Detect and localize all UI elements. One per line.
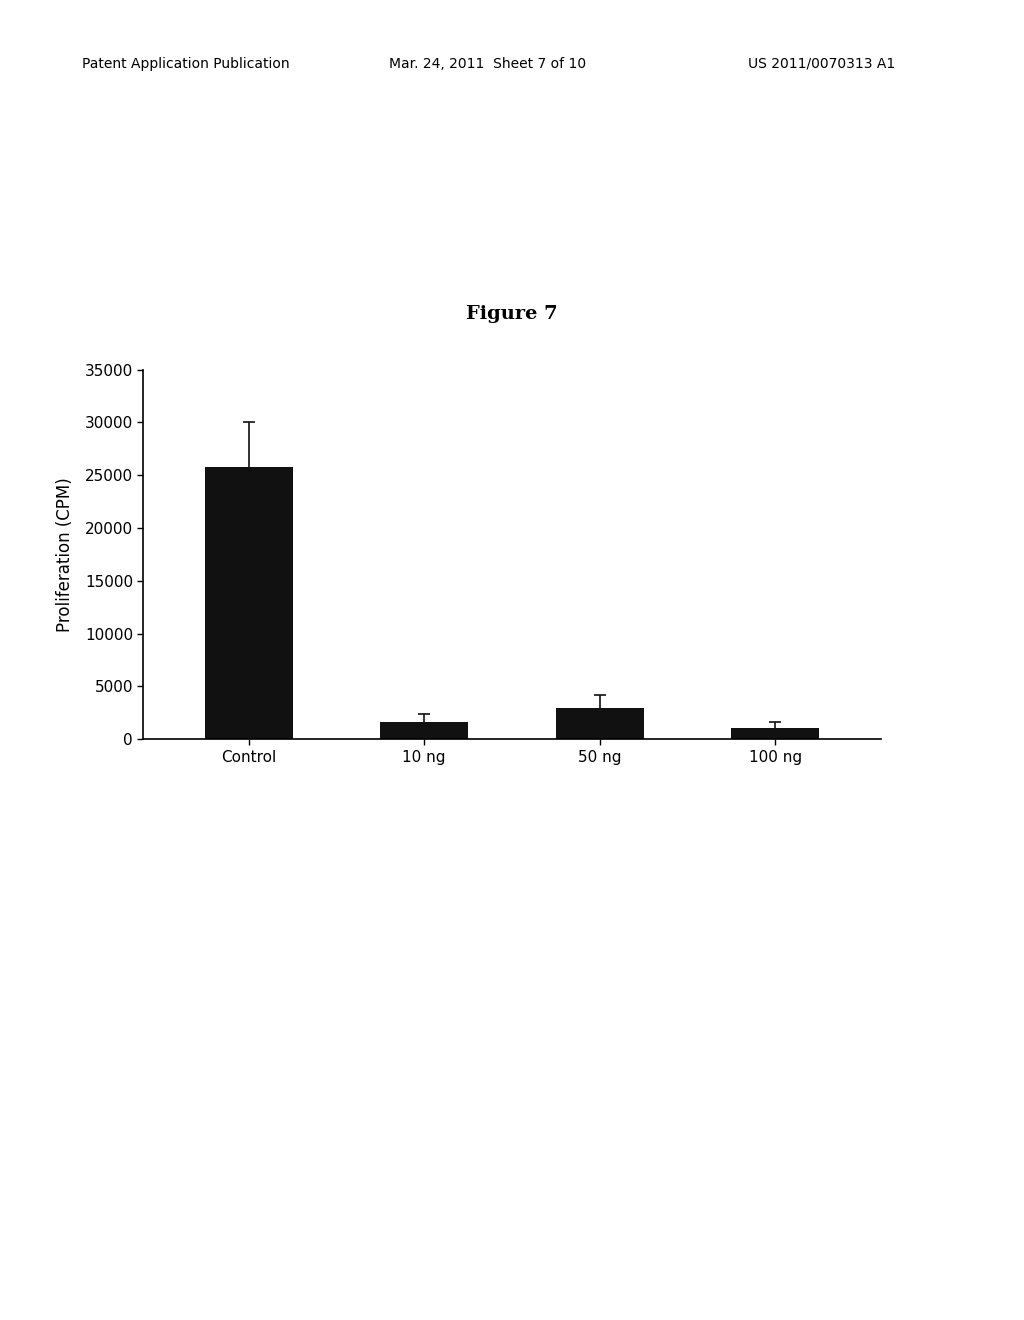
Text: US 2011/0070313 A1: US 2011/0070313 A1: [748, 57, 895, 71]
Bar: [380, 722, 468, 739]
Text: Figure 7: Figure 7: [466, 305, 558, 323]
Y-axis label: Proliferation (CPM): Proliferation (CPM): [55, 477, 74, 632]
Bar: [556, 708, 644, 739]
Text: Mar. 24, 2011  Sheet 7 of 10: Mar. 24, 2011 Sheet 7 of 10: [389, 57, 587, 71]
Bar: [731, 727, 819, 739]
Text: Patent Application Publication: Patent Application Publication: [82, 57, 290, 71]
Bar: [205, 467, 293, 739]
